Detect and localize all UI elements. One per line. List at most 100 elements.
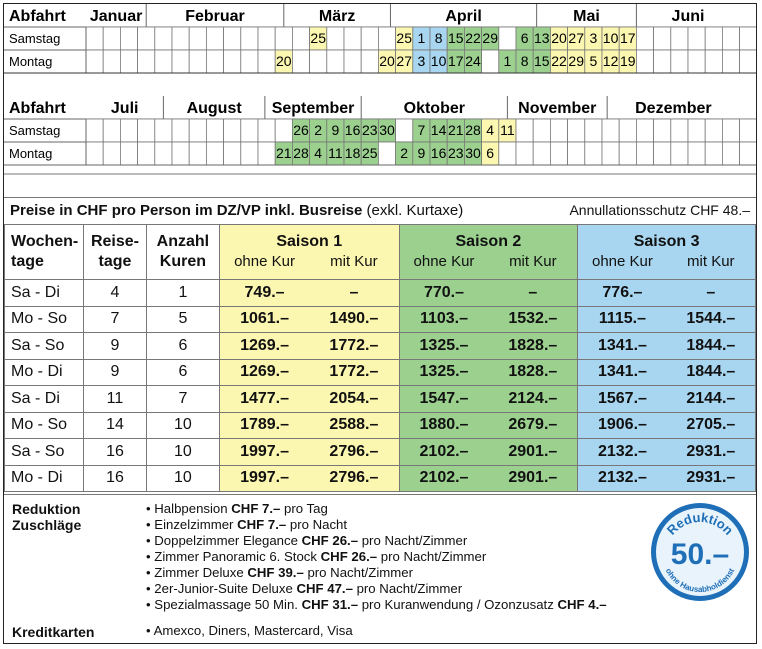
calendar-cell [704,141,723,166]
cell-kuren: 6 [145,332,220,360]
price-row: Mo - So 7 5 1061.– 1490.– 1103.– 1532.– 1115.– 1… [4,305,756,333]
cell-season-2: 2102.– 2901.– [398,438,579,466]
calendar-cell [223,26,242,51]
calendar-cell [567,141,586,166]
calendar-cell [636,118,655,143]
calendar-day: 26 [293,122,309,138]
calendar-cell [223,141,242,166]
calendar-cell [102,141,121,166]
cell-reisetage: 11 [82,385,147,413]
calendar-day: 1 [418,30,426,46]
cell-season-3: 1341.– 1844.– [577,358,756,386]
calendar-day: 8 [435,30,443,46]
calendar-day: 20 [379,53,395,69]
calendar-day: 15 [448,30,464,46]
calendar-day: 11 [500,122,515,138]
calendar-day: 4 [486,122,494,138]
label-kreditkarten: Kreditkarten [12,624,95,640]
calendar-cell [377,26,396,51]
col-wochentage: Wochen- tage [4,224,84,280]
calendar-cell [154,118,173,143]
travel-price-sheet: Abfahrt Januar Februar März April Mai Juni Sams… [3,3,757,644]
abfahrt-label: Abfahrt [9,100,67,117]
price-heading: Preise in CHF pro Person im DZ/VP inkl. … [10,202,464,219]
price-table: Wochen- tage Reise- tage Anzahl Kuren Sa… [4,224,756,492]
calendar-cell [687,118,706,143]
calendar-cell [240,26,259,51]
cell-wochentage: Mo - Di [4,464,84,492]
price-row: Mo - Di 9 6 1269.– 1772.– 1325.– 1828.– 1341.– 1… [4,358,756,386]
calendar-cell [120,26,139,51]
cell-season-3: 1115.– 1544.– [577,305,756,333]
cell-season-3: 1906.– 2705.– [577,411,756,439]
calendar-day: 2 [400,145,408,161]
calendar-day: 21 [276,145,292,161]
calendar-cell [704,49,723,74]
month-label: Mai [573,8,600,25]
calendar-cell [240,118,259,143]
cell-wochentage: Sa - Di [4,385,84,413]
calendar-cell [550,141,569,166]
calendar-day: 17 [448,53,464,69]
calendar-cell [360,49,379,74]
calendar-cell [670,118,689,143]
month-label: Januar [90,8,142,25]
calendar-day: 6 [521,30,529,46]
cell-season-2: 1103.– 1532.– [398,305,579,333]
calendar-day: 27 [396,53,412,69]
calendar-cell [205,49,224,74]
label-zuschlaege: Zuschläge [12,517,82,533]
calendar-cell [687,141,706,166]
calendar-day: 16 [345,122,361,138]
month-header-row [4,96,756,119]
calendar-cell [274,118,293,143]
calendar-day: 14 [431,122,447,138]
price-table-header: Wochen- tage Reise- tage Anzahl Kuren Sa… [4,224,756,280]
calendar-day: 10 [603,30,619,46]
calendar-cell [739,49,756,74]
calendar-day: 25 [362,145,378,161]
surcharge-list: • Halbpension CHF 7.– pro Tag • Einzelzim… [146,501,607,613]
calendar-day: 20 [551,30,567,46]
cell-reisetage: 7 [82,305,147,333]
calendar-day: 8 [521,53,529,69]
calendar-day: 27 [568,30,584,46]
calendar-cell [670,141,689,166]
month-label: Juni [672,8,705,25]
cell-kuren: 10 [145,438,220,466]
cell-reisetage: 9 [82,332,147,360]
calendar-cell [223,118,242,143]
calendar-cell [653,118,672,143]
season-3-header: Saison 3 ohne Kur mit Kur [577,224,756,280]
calendar-cell [739,141,756,166]
calendar-cell [102,26,121,51]
month-label: Juli [111,100,139,117]
calendar-day: 12 [603,53,619,69]
cell-wochentage: Sa - So [4,332,84,360]
calendar-day: 9 [332,122,340,138]
calendar-cell [722,49,741,74]
calendar-cell [171,118,190,143]
abfahrt-label: Abfahrt [9,8,67,25]
calendar-cell [257,141,276,166]
cell-wochentage: Sa - So [4,438,84,466]
calendar-day: 3 [418,53,426,69]
calendar-cell [618,141,637,166]
calendar-cell [137,49,156,74]
calendar-day: 21 [448,122,464,138]
creditcard-list: • Amexco, Diners, Mastercard, Visa [146,623,353,638]
annullation-note: Annullationsschutz CHF 48.– [569,202,750,218]
price-row: Sa - Di 4 1 749.– –770.– –776.– – [4,279,756,307]
month-label: Dezember [635,100,711,117]
calendar-day: 17 [620,30,636,46]
cell-season-1: 1997.– 2796.– [218,464,400,492]
calendar-cell [102,118,121,143]
cell-kuren: 5 [145,305,220,333]
calendar-cell [722,141,741,166]
calendar-cell [257,26,276,51]
surcharge-item: • Einzelzimmer CHF 7.– pro Nacht [146,517,348,532]
calendar-cell [257,49,276,74]
calendar-day: 20 [276,53,292,69]
calendar-cell [739,118,756,143]
calendar-cell [481,49,500,74]
